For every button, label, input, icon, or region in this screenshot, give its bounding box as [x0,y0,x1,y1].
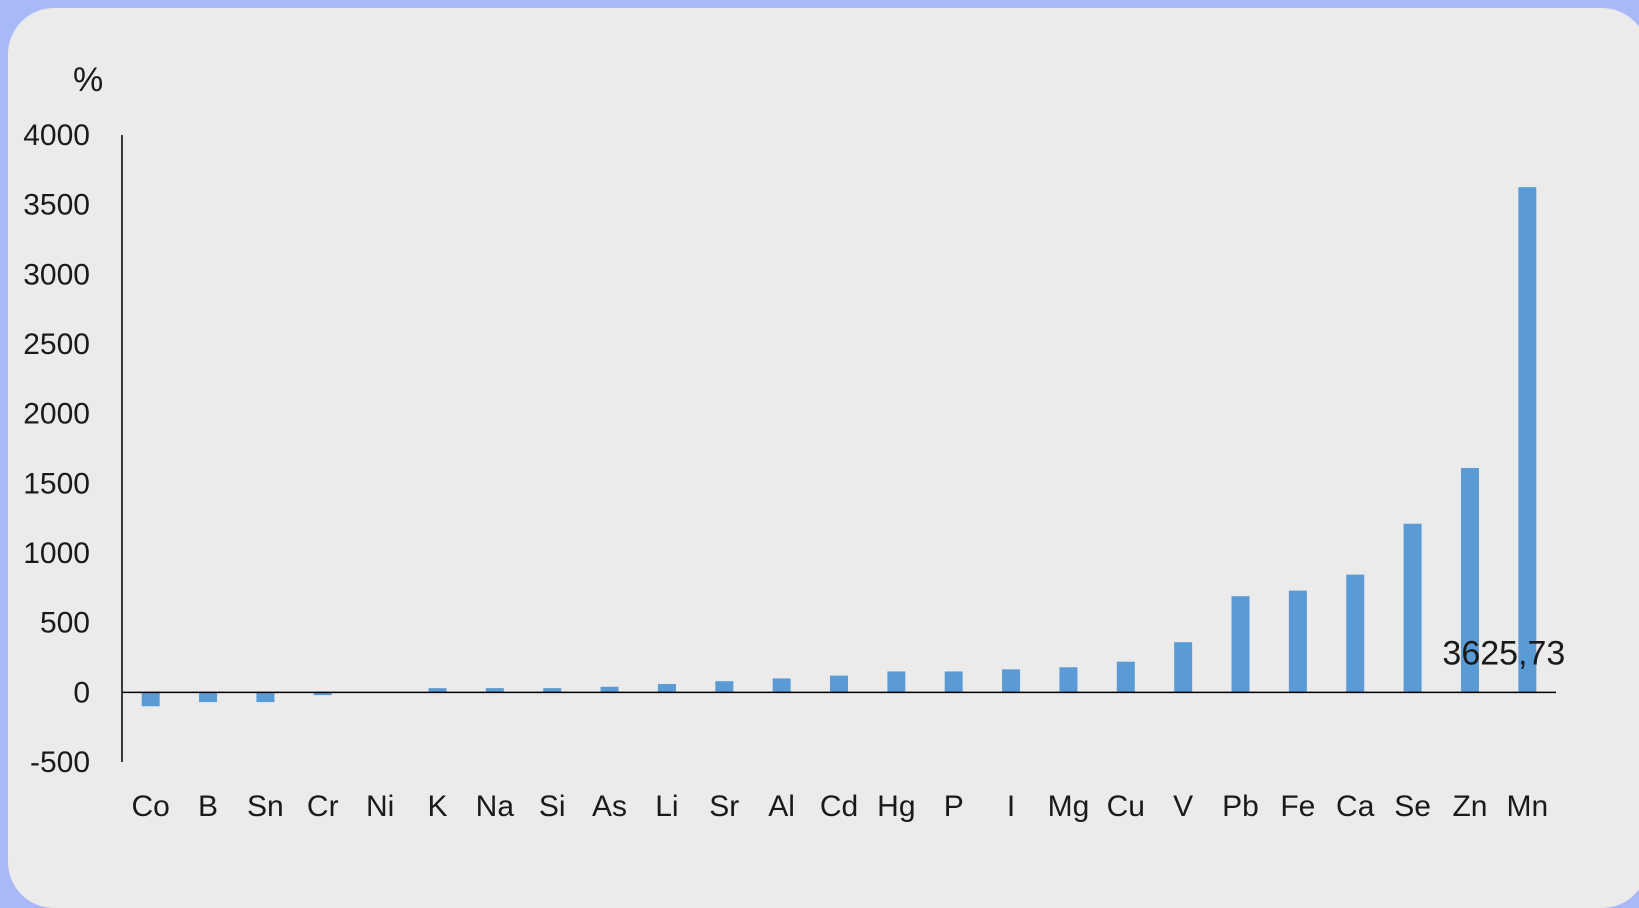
bar-al [773,678,791,692]
x-category-label: Fe [1280,790,1315,823]
x-category-label: Mn [1506,790,1548,823]
y-tick-label: -500 [30,746,90,779]
x-category-label: Sr [709,790,739,823]
x-category-label: V [1173,790,1193,823]
chart-panel: % 4000 3500 3000 2500 2000 1500 1000 500 0 -500 C… [8,8,1639,908]
x-category-label: Ni [366,790,394,823]
y-unit-label: % [73,61,103,99]
x-category-label: Hg [877,790,915,823]
bar-i [1002,669,1020,692]
bar-p [945,671,963,692]
x-category-label: Al [768,790,795,823]
bar-hg [887,671,905,692]
y-tick-label: 1500 [23,467,90,500]
x-category-label: P [944,790,964,823]
bar-se [1404,524,1422,693]
x-category-label: Sn [247,790,284,823]
y-tick-label: 3500 [23,189,90,222]
bar-b [199,692,217,702]
x-category-label: As [592,790,627,823]
bar-chart: % 4000 3500 3000 2500 2000 1500 1000 500 0 -500 C… [8,8,1639,893]
bar-sr [715,681,733,692]
x-category-label: K [427,790,447,823]
bar-cd [830,676,848,693]
y-tick-label: 1000 [23,537,90,570]
bar-mn [1518,187,1536,692]
x-category-label: Ca [1336,790,1375,823]
x-category-label: Co [132,790,170,823]
y-tick-label: 4000 [23,119,90,152]
data-label-max: 3625,73 [1442,634,1565,672]
x-category-label: Cu [1107,790,1145,823]
bar-co [142,692,160,706]
x-category-label: Cr [307,790,339,823]
y-tick-label: 0 [73,676,90,709]
bar-li [658,684,676,692]
x-category-label: Mg [1048,790,1090,823]
bars [142,187,1537,706]
x-category-label: Se [1394,790,1431,823]
bar-as [601,687,619,693]
bar-v [1174,642,1192,692]
bar-pb [1232,596,1250,692]
y-tick-label: 2500 [23,328,90,361]
x-category-label: Na [476,790,515,823]
x-axis-categories: Co B Sn Cr Ni K Na Si As Li Sr Al Cd Hg P I Mg Cu V Pb Fe Ca S… [132,790,1549,823]
bar-sn [256,692,274,702]
bar-ca [1346,575,1364,693]
x-category-label: Zn [1452,790,1487,823]
bar-mg [1059,667,1077,692]
x-category-label: Li [655,790,678,823]
x-category-label: Si [539,790,566,823]
x-category-label: Cd [820,790,858,823]
x-category-label: Pb [1222,790,1259,823]
bar-cu [1117,662,1135,693]
bar-fe [1289,591,1307,693]
y-axis-ticks: 4000 3500 3000 2500 2000 1500 1000 500 0 -500 [23,119,90,779]
x-category-label: B [198,790,218,823]
x-category-label: I [1007,790,1015,823]
y-tick-label: 2000 [23,398,90,431]
y-tick-label: 3000 [23,258,90,291]
y-tick-label: 500 [40,607,90,640]
